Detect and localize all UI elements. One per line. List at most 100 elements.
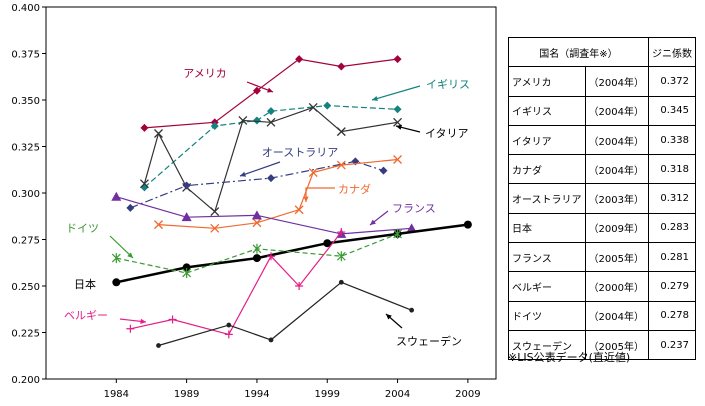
annotation-arrowhead-8 (140, 318, 146, 324)
data-point (308, 102, 318, 112)
annotation-arrowhead-0 (267, 87, 273, 93)
table-row: フランス （2005年） 0.281 (508, 242, 697, 273)
cell-gini: 0.279 (647, 271, 697, 302)
y-tick-label: 0.375 (11, 50, 40, 61)
data-point (268, 337, 274, 343)
y-tick-label: 0.400 (11, 3, 40, 14)
x-tick-label: 2004 (385, 389, 410, 400)
data-point (182, 267, 192, 278)
cell-gini: 0.338 (647, 124, 697, 156)
data-source-note: ※LIS公表データ(直近値) (508, 351, 631, 364)
data-point (154, 220, 163, 230)
data-point (126, 324, 135, 333)
x-tick-label: 1994 (244, 389, 269, 400)
data-point (337, 62, 346, 71)
data-point (210, 122, 219, 131)
y-tick-label: 0.350 (11, 96, 40, 107)
cell-year: （2004年） (584, 300, 649, 331)
y-tick-label: 0.250 (11, 282, 40, 293)
cell-country: ドイツ (508, 300, 586, 331)
data-point (224, 330, 233, 339)
cell-year: （2004年） (584, 124, 649, 156)
data-point (168, 315, 177, 324)
annotation-arrowhead-3 (240, 171, 246, 177)
table-body: アメリカ （2004年） 0.372 イギリス （2004年） 0.345 イタリア （200… (508, 66, 697, 361)
data-point (252, 116, 261, 125)
annotation-arrowhead-9 (386, 314, 392, 320)
y-tick-label: 0.300 (11, 189, 40, 200)
cell-gini: 0.312 (647, 183, 697, 214)
series-line-1 (144, 104, 398, 188)
data-point (238, 116, 248, 125)
cell-year: （2009年） (584, 212, 649, 244)
cell-country: スウェーデン (508, 329, 586, 361)
annotation-label-0: アメリカ (183, 67, 226, 80)
data-point (308, 168, 318, 177)
data-point (323, 239, 332, 248)
series-line-5 (116, 196, 412, 235)
cell-gini: 0.372 (647, 66, 697, 97)
data-point (393, 155, 403, 164)
data-point (267, 107, 275, 116)
annotation-arrowhead-4 (303, 196, 309, 202)
annotation-arrowhead-6 (127, 252, 133, 258)
annotation-label-7: 日本 (74, 277, 96, 291)
table-header-row: 国名（調査年※） ジニ係数 (508, 36, 697, 68)
data-point (252, 243, 262, 254)
series-line-0 (144, 58, 398, 129)
annotation-label-8: ベルギー (64, 309, 108, 322)
cell-country: 日本 (508, 212, 586, 244)
gini-table: 国名（調査年※） ジニ係数 アメリカ （2004年） 0.372 イギリス （2004年… (508, 36, 697, 361)
x-tick-label: 1989 (174, 389, 199, 400)
data-point (139, 179, 149, 189)
table-row: 日本 （2009年） 0.283 (508, 212, 697, 244)
y-tick-label: 0.325 (11, 143, 40, 154)
data-point (295, 282, 304, 290)
cell-year: （2004年） (584, 95, 649, 126)
cell-country: イタリア (508, 124, 586, 156)
data-point (182, 181, 191, 190)
plot-area (45, 6, 497, 380)
annotation-label-5: フランス (392, 202, 436, 215)
annotation-label-9: スウェーデン (396, 334, 462, 348)
data-point (252, 218, 262, 228)
data-point (252, 86, 261, 95)
cell-country: オーストラリア (508, 183, 586, 214)
data-point (393, 105, 402, 114)
series-line-9 (158, 281, 412, 347)
data-point (337, 228, 346, 237)
y-tick-label: 0.200 (11, 375, 40, 386)
data-point (393, 117, 403, 127)
data-point (379, 166, 388, 175)
data-point (463, 220, 472, 229)
table-row: イタリア （2004年） 0.338 (508, 124, 697, 156)
data-point (126, 203, 135, 212)
x-tick-label: 1984 (104, 389, 129, 400)
data-point (251, 210, 262, 220)
annotation-leader-4 (305, 187, 335, 202)
cell-gini: 0.237 (647, 329, 697, 361)
cell-gini: 0.318 (647, 154, 697, 185)
cell-gini: 0.283 (647, 212, 697, 244)
data-point (252, 254, 261, 263)
cell-gini: 0.345 (647, 95, 697, 126)
cell-year: （2004年） (584, 154, 649, 185)
annotation-leader-1 (371, 85, 421, 101)
table-row: オーストラリア （2003年） 0.312 (508, 183, 697, 214)
data-point (111, 191, 122, 201)
data-point (210, 223, 220, 233)
data-point (226, 322, 232, 328)
data-point (210, 207, 220, 217)
cell-country: イギリス (508, 95, 586, 126)
cell-gini: 0.281 (647, 242, 697, 273)
data-point (336, 160, 346, 170)
annotation-label-3: オーストラリア (262, 146, 338, 159)
annotation-label-1: イギリス (426, 78, 470, 91)
cell-country: フランス (508, 242, 586, 273)
data-point (409, 307, 415, 313)
data-point (112, 278, 121, 287)
data-point (294, 205, 304, 215)
header-gini: ジニ係数 (647, 36, 697, 68)
data-point (323, 101, 332, 110)
annotation-label-2: イタリア (425, 127, 469, 140)
